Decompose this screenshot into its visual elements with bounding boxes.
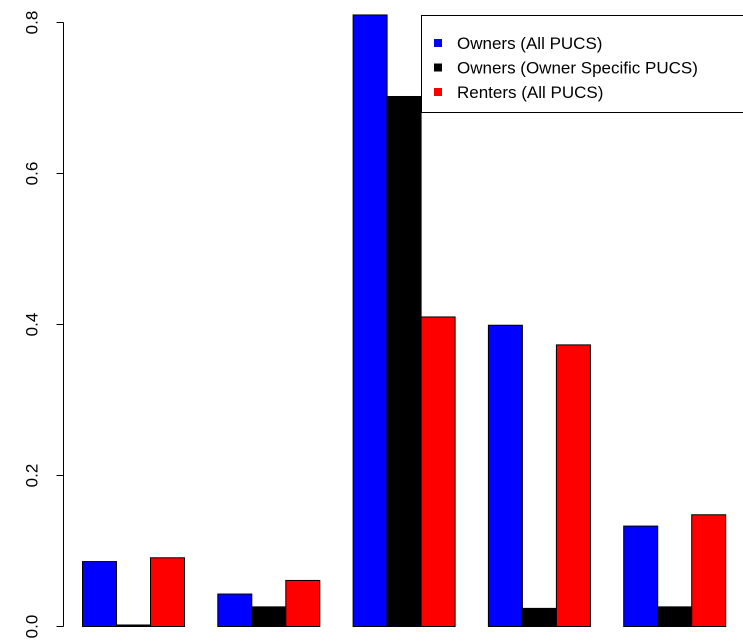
y-tick-label: 0.6 [23, 162, 42, 186]
legend-box [421, 15, 743, 113]
legend-label-2: Renters (All PUCS) [457, 83, 603, 102]
y-tick-label: 0.2 [23, 464, 42, 488]
y-tick-label: 0.8 [23, 11, 42, 35]
legend-label-1: Owners (Owner Specific PUCS) [457, 59, 698, 78]
legend-swatch-0 [434, 39, 442, 47]
bar-series-1-group-1 [251, 606, 287, 627]
bars [82, 14, 727, 628]
legend-swatch-1 [434, 63, 442, 72]
legend-swatch-2 [434, 88, 442, 96]
bar-series-0-group-0 [82, 561, 117, 628]
legend-label-0: Owners (All PUCS) [457, 34, 602, 53]
bar-series-1-group-3 [521, 607, 557, 628]
y-tick-label: 0.4 [23, 313, 42, 337]
bar-series-2-group-4 [691, 514, 727, 628]
bar-series-2-group-1 [285, 579, 321, 628]
bar-series-1-group-4 [657, 606, 693, 627]
bar-series-1-group-0 [116, 624, 151, 627]
bar-series-2-group-2 [420, 316, 456, 627]
bar-series-1-group-2 [386, 95, 422, 628]
y-axis: 0.0 0.2 0.4 0.6 0.8 [23, 11, 64, 639]
bar-series-2-group-0 [150, 557, 185, 627]
legend: Owners (All PUCS) Owners (Owner Specific … [421, 15, 743, 113]
bar-series-0-group-4 [623, 525, 659, 628]
bar-series-0-group-3 [487, 324, 523, 627]
bar-series-0-group-2 [352, 14, 388, 627]
y-tick-label: 0.0 [23, 615, 42, 639]
bar-series-0-group-1 [217, 593, 253, 627]
bar-series-2-group-3 [555, 344, 591, 627]
